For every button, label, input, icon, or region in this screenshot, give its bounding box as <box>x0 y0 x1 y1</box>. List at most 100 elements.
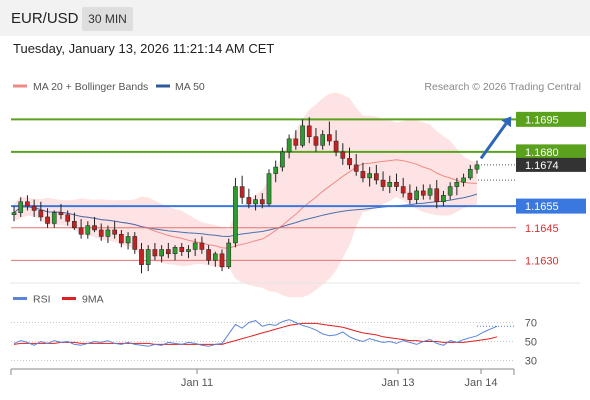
candle <box>441 190 446 207</box>
candle-body <box>467 168 473 179</box>
candle <box>219 249 225 272</box>
level-label-0: 1.1695 <box>525 114 559 126</box>
candle <box>380 171 386 191</box>
rsi-tick-label-2: 30 <box>525 356 537 368</box>
candle-body <box>387 181 393 187</box>
candle-body <box>454 181 460 187</box>
candle <box>172 245 178 261</box>
candle-body <box>286 138 292 153</box>
candle <box>92 216 97 233</box>
candle-body <box>441 195 446 203</box>
candle-body <box>78 227 84 235</box>
candle-body <box>427 188 433 196</box>
candle-body <box>152 249 158 257</box>
legend-ma20: MA 20 + Bollinger Bands <box>33 81 148 93</box>
candle <box>320 130 325 150</box>
legend-ma50: MA 50 <box>175 81 205 93</box>
candle-body <box>112 229 117 235</box>
candle <box>400 177 406 198</box>
candle <box>434 180 440 209</box>
candle-body <box>380 179 386 187</box>
level-label-1: 1.1680 <box>525 147 559 159</box>
current-price-label: 1.1674 <box>525 160 559 172</box>
candle-body <box>45 216 50 224</box>
candle <box>105 225 111 243</box>
legend-swatch-ma20 <box>13 84 27 88</box>
candle-body <box>31 205 37 211</box>
candle <box>152 242 158 261</box>
candle-body <box>65 214 71 222</box>
candle-body <box>340 151 346 159</box>
candle-body <box>38 210 44 218</box>
legend-swatch-ma50 <box>156 84 170 88</box>
candle <box>394 173 399 191</box>
candle-body <box>313 136 319 146</box>
bollinger-band <box>14 92 477 298</box>
datetime-label: Tuesday, January 13, 2026 11:21:14 AM CE… <box>13 41 275 56</box>
candle-body <box>105 229 111 237</box>
candle <box>132 232 138 254</box>
candle-body <box>474 164 480 170</box>
candle <box>45 208 50 228</box>
candle-body <box>374 173 379 181</box>
candle-body <box>461 177 466 183</box>
timeframe-button[interactable]: 30 MIN <box>82 7 133 31</box>
candle-body <box>18 201 24 213</box>
candle <box>11 206 17 222</box>
legend-rsi: RSI <box>33 294 51 306</box>
candle <box>159 245 164 263</box>
candle-body <box>400 186 406 194</box>
level-label-box-2 <box>516 198 586 214</box>
candle <box>447 182 453 200</box>
candle <box>414 186 419 204</box>
candle <box>253 195 258 211</box>
candle-body <box>25 201 30 207</box>
candle-body <box>132 236 138 250</box>
candle-body <box>212 253 218 261</box>
candle <box>273 160 279 183</box>
candle-body <box>246 197 252 205</box>
candle-body <box>273 166 279 174</box>
candle <box>112 221 117 239</box>
candle <box>206 245 211 265</box>
candle-body <box>125 236 131 244</box>
rsi-tick-label-0: 70 <box>525 318 537 330</box>
candle <box>306 117 312 144</box>
candle <box>293 130 299 150</box>
bollinger-fill <box>14 92 477 298</box>
candle <box>38 201 44 222</box>
rsi-tick-label-1: 50 <box>525 337 537 349</box>
candle <box>98 223 104 241</box>
candle <box>145 245 151 272</box>
candle-body <box>11 212 17 216</box>
candle <box>454 177 460 196</box>
symbol-title: EUR/USD <box>11 10 79 27</box>
header-bar: EUR/USD 30 MIN <box>0 0 590 36</box>
arrow-shaft <box>479 122 508 160</box>
rsi-line <box>13 319 498 347</box>
candle-body <box>199 242 205 250</box>
candle-body <box>98 229 104 237</box>
candle-body <box>119 234 124 244</box>
candle-body <box>320 134 325 146</box>
candle-body <box>266 173 272 205</box>
candle-body <box>166 249 171 255</box>
level-label-box-1 <box>516 144 586 160</box>
candle-body <box>226 242 232 268</box>
candle-body <box>172 247 178 255</box>
candle <box>139 242 144 274</box>
candle <box>18 197 24 217</box>
candle <box>347 147 352 170</box>
candle <box>51 210 57 228</box>
candle <box>226 238 232 269</box>
rsi-lines <box>13 319 514 347</box>
candle-body <box>407 192 413 200</box>
candle <box>166 242 171 259</box>
candle <box>192 238 198 256</box>
legend-9ma: 9MA <box>82 294 104 306</box>
candle <box>259 193 265 209</box>
candle-body <box>259 199 265 205</box>
candle <box>25 195 30 211</box>
candle-body <box>447 186 453 196</box>
candle-body <box>333 140 339 153</box>
